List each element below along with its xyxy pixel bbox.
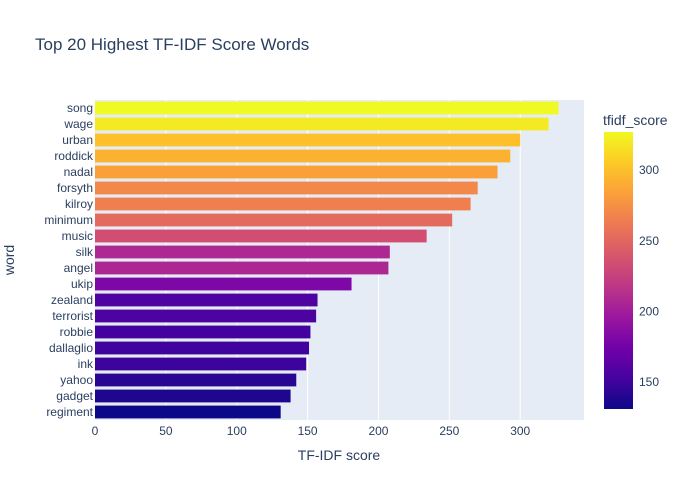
chart-title: Top 20 Highest TF-IDF Score Words	[35, 35, 309, 54]
bar-urban	[95, 133, 521, 147]
colorbar-tick-label: 200	[639, 304, 659, 318]
y-tick-label: minimum	[44, 213, 93, 227]
y-tick-label: dallaglio	[49, 341, 93, 355]
y-tick-label: gadget	[56, 389, 93, 403]
y-tick-label: silk	[76, 245, 94, 259]
bar-silk	[95, 245, 390, 259]
x-tick-label: 50	[159, 424, 173, 438]
x-axis-title: TF-IDF score	[298, 447, 381, 463]
x-tick-labels: 0 50 100 150 200 250 300	[92, 424, 531, 438]
bar-angel	[95, 261, 389, 275]
colorbar-title: tfidf_score	[603, 112, 668, 128]
bar-regiment	[95, 405, 281, 419]
y-tick-label: kilroy	[65, 197, 93, 211]
x-tick-label: 200	[368, 424, 388, 438]
x-tick-label: 0	[92, 424, 99, 438]
y-tick-label: robbie	[60, 325, 94, 339]
bar-forsyth	[95, 181, 478, 195]
y-tick-label: wage	[63, 117, 93, 131]
bars	[95, 101, 559, 419]
x-tick-label: 100	[227, 424, 247, 438]
y-tick-label: regiment	[46, 405, 93, 419]
bar-nadal	[95, 165, 498, 179]
y-axis-title: word	[1, 245, 17, 276]
y-tick-label: terrorist	[52, 309, 93, 323]
y-tick-labels: song wage urban roddick nadal forsyth kilroy mi…	[44, 101, 94, 419]
colorbar-tick-label: 300	[639, 163, 659, 177]
x-tick-label: 150	[298, 424, 318, 438]
x-tick-label: 300	[510, 424, 530, 438]
colorbar-tick-label: 250	[639, 234, 659, 248]
y-tick-label: music	[62, 229, 93, 243]
bar-ink	[95, 357, 307, 371]
y-tick-label: urban	[62, 133, 93, 147]
colorbar	[604, 132, 633, 409]
y-tick-label: zealand	[51, 293, 93, 307]
bar-minimum	[95, 213, 453, 227]
y-tick-label: song	[67, 101, 93, 115]
bar-gadget	[95, 389, 291, 403]
bar-music	[95, 229, 427, 243]
bar-wage	[95, 117, 549, 131]
y-tick-label: angel	[64, 261, 93, 275]
y-tick-label: forsyth	[57, 181, 93, 195]
y-tick-label: ukip	[71, 277, 93, 291]
bar-terrorist	[95, 309, 317, 323]
bar-kilroy	[95, 197, 471, 211]
y-tick-label: yahoo	[60, 373, 93, 387]
plot-background	[95, 100, 584, 420]
x-tick-label: 250	[439, 424, 459, 438]
bar-dallaglio	[95, 341, 310, 355]
bar-yahoo	[95, 373, 297, 387]
bar-song	[95, 101, 559, 115]
colorbar-tick-labels: 150 200 250 300	[639, 163, 659, 389]
bar-roddick	[95, 149, 511, 163]
y-tick-label: roddick	[54, 149, 94, 163]
colorbar-tick-label: 150	[639, 375, 659, 389]
bar-robbie	[95, 325, 311, 339]
y-tick-label: nadal	[64, 165, 93, 179]
y-tick-label: ink	[78, 357, 94, 371]
bar-ukip	[95, 277, 352, 291]
bar-zealand	[95, 293, 318, 307]
